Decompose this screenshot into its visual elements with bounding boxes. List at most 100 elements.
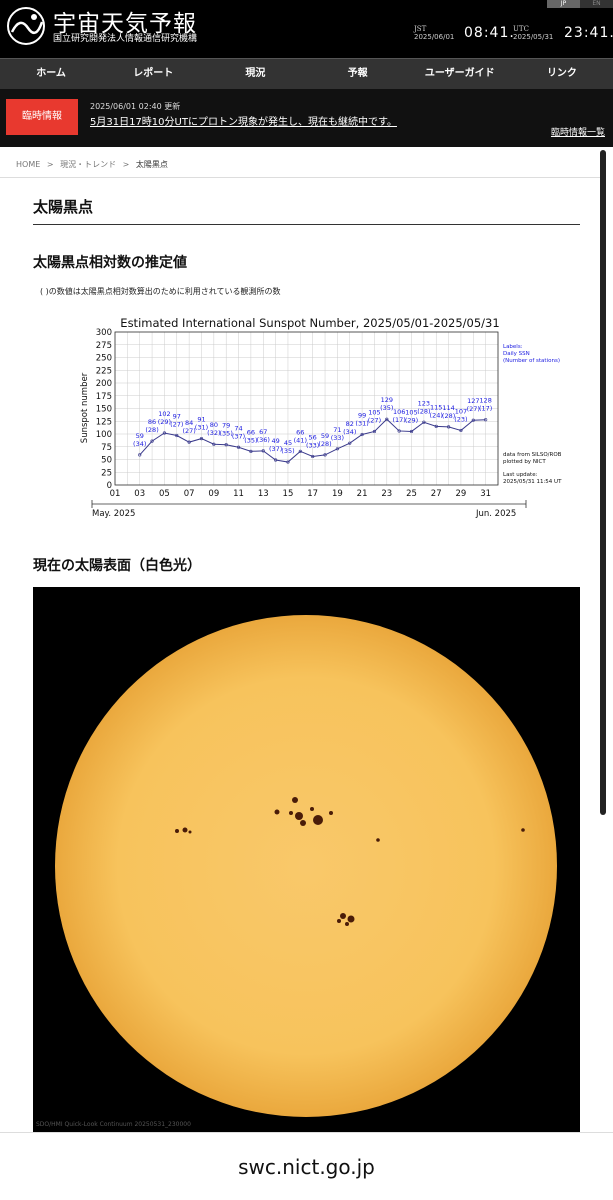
lang-ja-button[interactable]: JP xyxy=(547,0,580,8)
lang-en-button[interactable]: EN xyxy=(580,0,613,8)
ssn-value-label: 128 xyxy=(479,397,491,405)
ssn-value-label: 123 xyxy=(418,399,430,407)
jst-date: 2025/06/01 xyxy=(414,33,455,41)
breadcrumb-home[interactable]: HOME xyxy=(16,160,41,169)
ssn-note: ( )の数値は太陽黒点相対数算出のために利用されている観測所の数 xyxy=(40,287,281,296)
ssn-data-point xyxy=(360,432,364,437)
sunspot-group-south xyxy=(337,913,355,926)
page-scrollbar[interactable] xyxy=(600,150,606,815)
ssn-value-label: 74 xyxy=(234,424,242,432)
ssn-value-label: 56 xyxy=(309,433,317,441)
nav-item-home[interactable]: ホーム xyxy=(36,68,66,79)
alert-message-link[interactable]: 5月31日17時10分UTにプロトン現象が発生し、現在も継続中です。 xyxy=(90,117,397,128)
nav-item-forecast[interactable]: 予報 xyxy=(347,68,368,79)
alert-updated: 2025/06/01 02:40 更新 xyxy=(90,102,181,111)
x-tick-label: 07 xyxy=(184,489,195,499)
ssn-value-label: 114 xyxy=(442,404,454,412)
y-tick-label: 75 xyxy=(101,443,112,453)
x-tick-label: 13 xyxy=(258,489,269,499)
ssn-value-label: 66 xyxy=(296,428,304,436)
nav-item-current[interactable]: 現況 xyxy=(245,68,266,79)
chart-title: Estimated International Sunspot Number, … xyxy=(120,316,499,330)
x-tick-label: 29 xyxy=(456,489,467,499)
ssn-data-point xyxy=(348,441,352,445)
ssn-data-point xyxy=(175,433,179,438)
site-title[interactable]: 宇宙天気予報 xyxy=(53,11,197,37)
ssn-value-label: 107 xyxy=(455,407,467,415)
ssn-value-label: 97 xyxy=(173,413,181,421)
nav-item-report[interactable]: レポート xyxy=(133,68,174,79)
x-tick-label: 27 xyxy=(431,489,442,499)
sunspot-east xyxy=(376,838,380,842)
ssn-value-label: 129 xyxy=(381,396,393,404)
ssn-station-label: (24) xyxy=(430,411,443,419)
y-tick-label: 225 xyxy=(96,366,112,376)
ssn-station-label: (28) xyxy=(442,412,455,420)
y-tick-label: 275 xyxy=(96,341,112,351)
ssn-chart: Estimated International Sunspot Number, … xyxy=(80,316,562,519)
sun-disk-graphic xyxy=(55,615,557,1117)
x-axis-end-label: Jun. 2025 xyxy=(475,509,516,519)
alert-badge: 臨時情報 xyxy=(6,99,78,135)
ssn-data-point xyxy=(224,443,228,447)
plot-frame xyxy=(114,331,499,486)
labels-legend-stations: (Number of stations) xyxy=(503,358,560,364)
x-tick-label: 17 xyxy=(307,489,318,499)
sun-caption: SDO/HMI Quick-Look Continuum 20250531_23… xyxy=(36,1121,191,1128)
last-update-value: 2025/05/31 11:54 UT xyxy=(503,479,562,485)
ssn-station-label: (32) xyxy=(207,429,220,437)
ssn-data-point xyxy=(150,439,154,443)
breadcrumb-trend[interactable]: 現況・トレンド xyxy=(60,160,117,169)
nict-logo-icon[interactable] xyxy=(6,6,46,46)
ssn-value-label: 66 xyxy=(247,428,255,436)
ssn-data-point xyxy=(311,454,315,459)
ssn-data-point xyxy=(298,449,302,453)
ssn-station-label: (35) xyxy=(244,436,257,444)
jst-block: JST 2025/06/01 xyxy=(414,25,454,41)
url-text[interactable]: swc.nict.go.jp xyxy=(238,1155,375,1179)
ssn-data-point xyxy=(397,429,401,433)
ssn-station-label: (29) xyxy=(405,416,418,424)
ssn-value-label: 59 xyxy=(321,432,329,440)
y-tick-label: 175 xyxy=(96,392,112,402)
x-tick-label: 31 xyxy=(480,489,491,499)
y-tick-label: 200 xyxy=(96,379,112,389)
site-header: 宇宙天気予報 国立研究開発法人情報通信研究機構 JP EN JST 2025/0… xyxy=(0,0,613,58)
x-tick-label: 09 xyxy=(208,489,219,499)
ssn-station-label: (28) xyxy=(145,426,158,434)
y-tick-label: 0 xyxy=(107,481,112,491)
ssn-station-label: (33) xyxy=(331,434,344,442)
ssn-station-label: (35) xyxy=(380,404,393,412)
nav-item-links[interactable]: リンク xyxy=(546,68,577,79)
ssn-station-label: (27) xyxy=(170,421,183,429)
ssn-station-label: (31) xyxy=(355,420,368,428)
jst-label: JST xyxy=(414,25,427,33)
sun-image: SDO/HMI Quick-Look Continuum 20250531_23… xyxy=(33,587,580,1132)
ssn-station-label: (33) xyxy=(306,441,319,449)
ssn-value-label: 82 xyxy=(346,420,354,428)
ssn-value-label: 106 xyxy=(393,408,405,416)
ssn-station-label: (41) xyxy=(294,436,307,444)
ssn-data-point xyxy=(422,420,426,424)
ssn-station-label: (34) xyxy=(343,428,356,436)
ssn-data-point xyxy=(323,453,327,457)
ssn-value-label: 49 xyxy=(271,437,279,445)
nav-item-user-guide[interactable]: ユーザーガイド xyxy=(424,68,495,79)
x-axis-start-label: May. 2025 xyxy=(92,509,135,519)
ssn-data-point xyxy=(249,449,253,453)
ssn-station-label: (29) xyxy=(158,418,171,426)
alert-list-link[interactable]: 臨時情報一覧 xyxy=(550,128,605,138)
ssn-value-label: 91 xyxy=(197,416,205,424)
y-tick-label: 300 xyxy=(96,328,112,338)
ssn-data-point xyxy=(409,429,414,434)
x-tick-label: 19 xyxy=(332,489,343,499)
ssn-station-label: (27) xyxy=(182,427,195,435)
ssn-value-label: 80 xyxy=(210,421,218,429)
ssn-value-label: 71 xyxy=(333,426,341,434)
ssn-value-label: 105 xyxy=(368,408,380,416)
browser-url-bar[interactable]: swc.nict.go.jp xyxy=(0,1132,613,1200)
breadcrumb: HOME > 現況・トレンド > 太陽黒点 xyxy=(0,148,600,178)
x-tick-label: 25 xyxy=(406,489,417,499)
ssn-station-label: (17) xyxy=(392,416,405,424)
labels-legend-title: Labels: xyxy=(503,344,523,350)
